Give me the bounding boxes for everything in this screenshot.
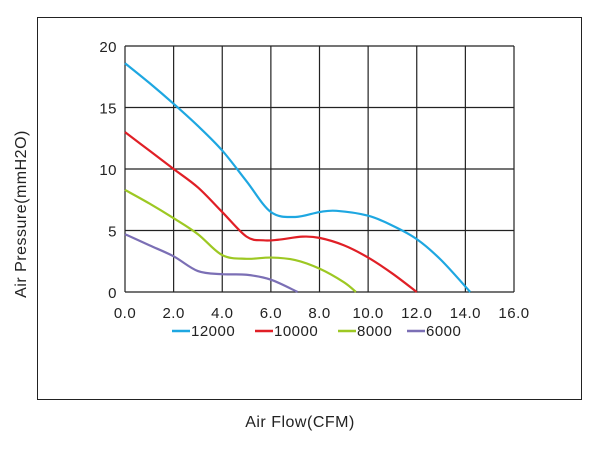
x-tick-label: 10.0 [353,305,384,322]
x-tick-label: 2.0 [162,305,184,322]
y-axis-label: Air Pressure(mmH2O) [13,130,30,298]
x-tick-label: 0.0 [114,305,136,322]
series-line-10000 [124,131,418,293]
y-tick-label: 20 [99,39,117,56]
chart-frame [37,17,582,400]
y-tick-label: 0 [108,285,117,302]
legend-label: 12000 [191,323,235,340]
legend-label: 10000 [274,323,318,340]
x-tick-label: 12.0 [401,305,432,322]
series-line-6000 [124,233,299,293]
series-line-8000 [124,188,357,293]
x-tick-label: 8.0 [308,305,330,322]
legend-label: 8000 [357,323,392,340]
y-tick-label: 5 [108,224,117,241]
y-tick-label: 15 [99,101,117,118]
x-tick-label: 6.0 [260,305,282,322]
legend-label: 6000 [426,323,461,340]
series-line-12000 [124,62,472,293]
x-tick-label: 16.0 [498,305,529,322]
x-tick-label: 14.0 [450,305,481,322]
x-tick-label: 4.0 [211,305,233,322]
y-tick-label: 10 [99,162,117,179]
x-axis-label: Air Flow(CFM) [245,414,355,431]
